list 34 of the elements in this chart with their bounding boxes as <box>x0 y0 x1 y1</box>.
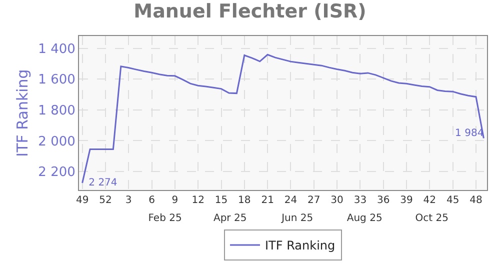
x2-tick-label: Jun 25 <box>280 213 314 224</box>
y-axis-title: ITF Ranking <box>13 69 32 157</box>
line-series <box>82 54 484 184</box>
x-tick-label: 48 <box>470 195 482 206</box>
x-tick-label: 21 <box>261 195 274 206</box>
x-tick-label: 27 <box>308 195 320 206</box>
y-tick-label: 1 400 <box>38 42 76 57</box>
x-tick-label: 36 <box>376 195 390 206</box>
x-tick-label: 12 <box>192 195 204 206</box>
x-tick-label: 52 <box>99 195 112 206</box>
chart-title: Manuel Flechter (ISR) <box>134 0 366 22</box>
legend-label: ITF Ranking <box>265 238 336 253</box>
x2-tick-label: Apr 25 <box>213 213 247 224</box>
x2-tick-label: Oct 25 <box>415 213 448 224</box>
x-tick-label: 49 <box>76 195 89 206</box>
y-tick-label: 1 800 <box>38 103 76 118</box>
x-tick-label: 39 <box>400 195 413 206</box>
x-tick-label: 30 <box>330 195 344 206</box>
y-tick-label: 1 600 <box>38 72 76 88</box>
x-tick-label: 24 <box>284 195 298 206</box>
x-tick-label: 33 <box>354 195 367 206</box>
x2-tick-label: Aug 25 <box>346 213 382 224</box>
data-label: 1 984 <box>455 128 484 139</box>
x-tick-label: 15 <box>214 195 228 206</box>
x-tick-label: 6 <box>148 195 155 206</box>
y-tick-label: 2 200 <box>38 165 76 180</box>
x-tick-label: 3 <box>125 195 132 206</box>
x-tick-label: 18 <box>238 195 251 206</box>
x-tick-label: 42 <box>423 195 436 206</box>
x-tick-label: 9 <box>172 195 178 206</box>
x-tick-label: 45 <box>446 195 460 206</box>
x2-tick-label: Feb 25 <box>148 213 182 224</box>
data-label: 2 274 <box>82 177 118 188</box>
y-tick-label: 2 000 <box>38 134 76 150</box>
